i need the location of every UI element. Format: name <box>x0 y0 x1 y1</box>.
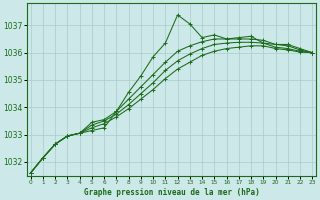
X-axis label: Graphe pression niveau de la mer (hPa): Graphe pression niveau de la mer (hPa) <box>84 188 259 197</box>
